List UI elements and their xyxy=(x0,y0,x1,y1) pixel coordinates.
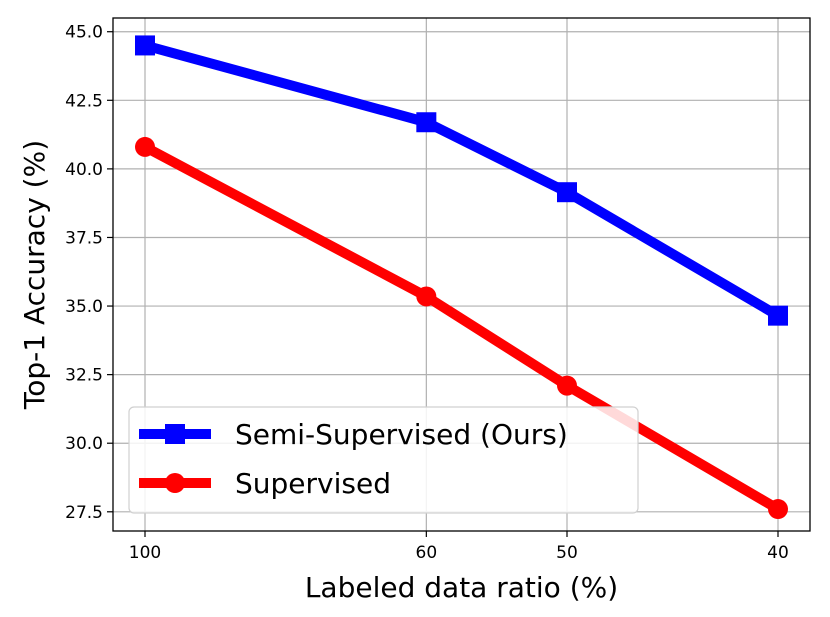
semi-supervised-line xyxy=(143,40,781,320)
legend-marker-supervised xyxy=(165,473,185,493)
legend-label-semi-supervised: Semi-Supervised (Ours) xyxy=(235,418,568,451)
supervised-point xyxy=(135,136,155,157)
legend: Semi-Supervised (Ours) Supervised xyxy=(128,406,639,514)
x-axis-label: Labeled data ratio (%) xyxy=(305,571,618,604)
x-axis: 100 60 50 40 xyxy=(129,531,789,563)
legend-marker-semi-supervised xyxy=(165,424,185,444)
y-axis-label: Top-1 Accuracy (%) xyxy=(18,140,51,410)
series-lines xyxy=(135,35,788,520)
supervised-point xyxy=(416,286,437,307)
y-axis: 27.5 30.0 32.5 35.0 37.5 40.0 42.5 45.0 xyxy=(65,23,113,523)
y-tick-label: 45.0 xyxy=(65,23,103,43)
x-tick-label: 60 xyxy=(416,543,438,563)
y-tick-label: 30.0 xyxy=(65,434,103,454)
semi-supervised-point xyxy=(557,182,577,203)
legend-box xyxy=(128,406,639,514)
y-tick-label: 35.0 xyxy=(65,297,103,317)
supervised-point xyxy=(557,375,577,396)
y-tick-label: 37.5 xyxy=(65,228,103,248)
semi-supervised-point xyxy=(768,305,788,326)
x-tick-label: 100 xyxy=(129,543,161,563)
legend-label-supervised: Supervised xyxy=(235,467,391,500)
y-tick-label: 42.5 xyxy=(65,91,103,111)
supervised-line xyxy=(142,142,781,514)
supervised-point xyxy=(768,499,788,520)
x-tick-label: 50 xyxy=(556,543,578,563)
plot-area-frame xyxy=(112,17,811,532)
y-tick-label: 32.5 xyxy=(65,366,103,386)
y-tick-label: 27.5 xyxy=(65,503,103,523)
semi-supervised-point xyxy=(416,112,437,133)
y-tick-label: 40.0 xyxy=(65,160,103,180)
x-tick-label: 40 xyxy=(767,543,789,563)
semi-supervised-point xyxy=(135,35,155,56)
